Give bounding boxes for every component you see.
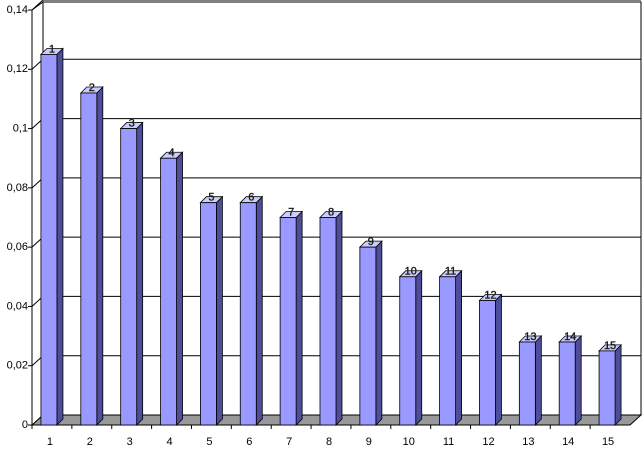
bar-side xyxy=(614,343,622,426)
data-label: 4 xyxy=(168,147,174,159)
bar xyxy=(80,92,98,426)
data-label: 9 xyxy=(368,236,374,248)
bar xyxy=(518,341,536,426)
y-tick-label: 0,1 xyxy=(13,122,28,134)
bar-side xyxy=(136,121,144,426)
data-label: 6 xyxy=(248,192,254,204)
data-label: 11 xyxy=(445,266,456,278)
bar xyxy=(160,157,177,426)
x-tick-label: 3 xyxy=(127,436,133,448)
y-tick-label: 0,12 xyxy=(7,63,28,75)
bar-side xyxy=(215,195,223,426)
data-label: 12 xyxy=(484,289,496,301)
x-tick-label: 14 xyxy=(562,436,574,448)
bar-side xyxy=(534,335,542,426)
data-label: 5 xyxy=(208,192,214,204)
bar-side xyxy=(574,335,582,426)
bar xyxy=(598,350,616,426)
data-label: 15 xyxy=(604,340,616,352)
y-tick-label: 0,04 xyxy=(7,300,28,312)
bar-side xyxy=(375,240,383,426)
bar-side xyxy=(455,269,463,426)
bar-side xyxy=(495,293,502,426)
data-label: 7 xyxy=(288,206,294,218)
x-tick-label: 6 xyxy=(246,436,252,448)
bar xyxy=(239,202,257,426)
x-tick-label: 8 xyxy=(326,436,332,448)
bar-side xyxy=(295,210,303,426)
y-tick-label: 0,08 xyxy=(7,182,28,194)
bar xyxy=(319,217,337,426)
bar-side xyxy=(96,86,104,426)
bar-side xyxy=(335,210,343,426)
x-tick-label: 9 xyxy=(366,436,372,448)
x-tick-label: 1 xyxy=(47,436,53,448)
bar xyxy=(199,202,217,426)
bar-side xyxy=(176,151,183,426)
y-tick-label: 0,02 xyxy=(7,360,28,372)
x-tick-label: 10 xyxy=(403,436,415,448)
data-label: 10 xyxy=(405,266,417,278)
x-tick-label: 15 xyxy=(602,436,614,448)
data-label: 14 xyxy=(564,331,576,343)
bar-side xyxy=(255,195,263,426)
bar xyxy=(359,246,377,426)
y-tick-label: 0,06 xyxy=(7,241,28,253)
data-label: 1 xyxy=(49,43,55,55)
y-tick-label: 0 xyxy=(22,419,28,431)
x-tick-label: 7 xyxy=(286,436,292,448)
bar xyxy=(558,341,576,426)
grid-line xyxy=(31,0,44,11)
x-tick-label: 11 xyxy=(443,436,454,448)
x-tick-label: 4 xyxy=(166,436,172,448)
x-tick-label: 13 xyxy=(522,436,534,448)
data-label: 2 xyxy=(89,82,95,94)
x-tick-label: 5 xyxy=(206,436,212,448)
data-label: 13 xyxy=(524,331,536,343)
data-label: 3 xyxy=(129,117,135,129)
bar xyxy=(399,276,417,426)
bar xyxy=(279,217,297,426)
bar-side xyxy=(56,47,64,426)
bar xyxy=(439,276,457,426)
bar xyxy=(40,54,58,426)
bar-side xyxy=(415,269,423,426)
x-tick-label: 12 xyxy=(482,436,494,448)
data-label: 8 xyxy=(328,206,334,218)
x-tick-label: 2 xyxy=(87,436,93,448)
y-tick-label: 0,14 xyxy=(7,4,28,16)
bar xyxy=(120,128,138,426)
bar xyxy=(479,300,496,426)
